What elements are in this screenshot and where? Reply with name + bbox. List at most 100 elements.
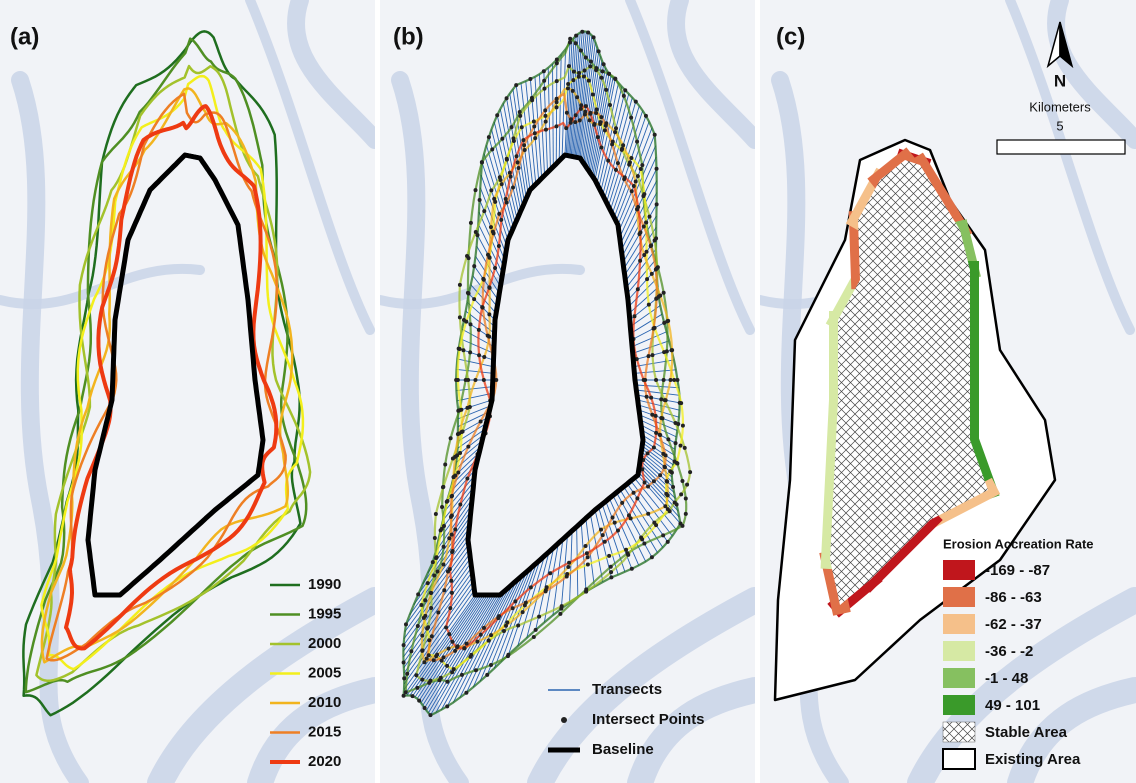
intersect-point: [642, 225, 646, 229]
intersect-point: [409, 649, 413, 653]
intersect-point: [516, 624, 520, 628]
intersect-point: [569, 121, 573, 125]
intersect-point: [478, 198, 482, 202]
intersect-point: [555, 100, 559, 104]
intersect-point: [679, 444, 683, 448]
intersect-point: [459, 408, 463, 412]
intersect-point: [482, 209, 486, 213]
intersect-point: [468, 350, 472, 354]
intersect-point: [604, 88, 608, 92]
intersect-point: [642, 542, 646, 546]
intersect-point: [499, 218, 503, 222]
intersect-point: [505, 201, 509, 205]
intersect-point: [580, 30, 584, 34]
intersect-point: [499, 178, 503, 182]
legend-label: -1 - 48: [985, 670, 1028, 687]
intersect-point: [513, 599, 517, 603]
intersect-point: [532, 119, 536, 123]
intersect-point: [634, 179, 638, 183]
intersect-point: [443, 462, 447, 466]
intersect-point: [684, 497, 688, 501]
intersect-point: [680, 479, 684, 483]
intersect-point: [586, 30, 590, 34]
intersect-point: [458, 315, 462, 319]
intersect-point: [423, 614, 427, 618]
intersect-point: [662, 378, 666, 382]
intersect-point: [606, 159, 610, 163]
intersect-point: [422, 660, 426, 664]
intersect-point: [639, 167, 643, 171]
legend-title: Erosion Accreation Rate: [943, 536, 1094, 551]
intersect-point: [447, 647, 451, 651]
intersect-point: [684, 512, 688, 516]
intersect-point: [416, 624, 420, 628]
intersect-point: [447, 632, 451, 636]
intersect-point: [435, 555, 439, 559]
intersect-point: [569, 117, 573, 121]
intersect-point: [652, 326, 656, 330]
intersect-point: [464, 320, 468, 324]
intersect-point: [662, 350, 666, 354]
legend-label: 2010: [308, 694, 341, 711]
intersect-point: [532, 124, 536, 128]
intersect-point: [510, 125, 514, 129]
intersect-point: [626, 553, 630, 557]
legend-label: 2020: [308, 753, 341, 770]
intersect-point: [462, 646, 466, 650]
intersect-point: [679, 401, 683, 405]
intersect-point: [555, 105, 559, 109]
intersect-point: [645, 250, 649, 254]
intersect-point: [402, 694, 406, 698]
intersect-point: [482, 278, 486, 282]
intersect-point: [587, 118, 591, 122]
intersect-point: [571, 89, 575, 93]
intersect-point: [487, 639, 491, 643]
intersect-point: [542, 79, 546, 83]
intersect-point: [636, 205, 640, 209]
legend-label: 2000: [308, 635, 341, 652]
intersect-point: [566, 82, 570, 86]
intersect-point: [644, 221, 648, 225]
intersect-point: [661, 533, 665, 537]
intersect-point: [620, 501, 624, 505]
intersect-point: [600, 76, 604, 80]
intersect-point: [480, 160, 484, 164]
intersect-point: [585, 551, 589, 555]
intersect-point: [565, 575, 569, 579]
legend-label: 49 - 101: [985, 697, 1040, 714]
intersect-point: [630, 567, 634, 571]
panel-label: (a): [10, 23, 39, 50]
intersect-point: [452, 667, 456, 671]
intersect-point: [654, 431, 658, 435]
intersect-point: [574, 41, 578, 45]
intersect-point: [489, 225, 493, 229]
intersect-point: [449, 436, 453, 440]
intersect-point: [575, 95, 579, 99]
intersect-point: [654, 523, 658, 527]
intersect-point: [567, 561, 571, 565]
intersect-point: [614, 168, 618, 172]
intersect-point: [560, 604, 564, 608]
intersect-point: [646, 484, 650, 488]
intersect-point: [404, 690, 408, 694]
intersect-point: [426, 581, 430, 585]
intersect-point: [542, 87, 546, 91]
intersect-point: [486, 334, 490, 338]
intersect-point: [432, 658, 436, 662]
intersect-point: [420, 634, 424, 638]
intersect-point: [504, 197, 508, 201]
intersect-point: [487, 285, 491, 289]
intersect-point: [504, 624, 508, 628]
intersect-point: [616, 528, 620, 532]
intersect-point: [604, 124, 608, 128]
intersect-point: [630, 189, 634, 193]
intersect-point: [591, 93, 595, 97]
intersect-point: [518, 110, 522, 114]
intersect-point: [632, 491, 636, 495]
intersect-point: [440, 527, 444, 531]
intersect-point: [431, 560, 435, 564]
legend-label: -86 - -63: [985, 589, 1042, 606]
intersect-point: [654, 414, 658, 418]
figure: 1990199520002005201020152020 TransectsIn…: [0, 0, 1136, 783]
intersect-point: [427, 638, 431, 642]
